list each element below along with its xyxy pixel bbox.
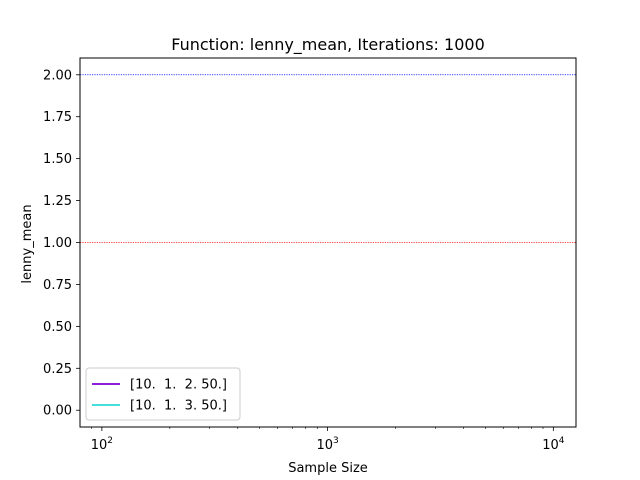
y-tick-label-0: 0.00	[43, 404, 72, 419]
y-tick-label-4: 1.00	[43, 236, 72, 251]
chart-title: Function: lenny_mean, Iterations: 1000	[171, 35, 485, 55]
legend-box	[85, 367, 241, 421]
y-tick-label-2: 0.50	[43, 320, 72, 335]
x-tick-label-1: 103	[316, 436, 338, 453]
plot-area: 0.00 0.25 0.50 0.75 1.00 1.25 1.50 1.75 2.00 102 1…	[43, 57, 577, 453]
x-tick-label-0: 102	[91, 436, 113, 453]
y-axis-label: lenny_mean	[20, 204, 35, 283]
legend-label-0: [10. 1. 2. 50.]	[130, 378, 227, 393]
y-tick-label-7: 1.75	[43, 110, 72, 125]
x-axis-label: Sample Size	[288, 461, 368, 476]
y-tick-label-6: 1.50	[43, 152, 72, 167]
legend-label-1: [10. 1. 3. 50.]	[130, 399, 227, 414]
y-tick-label-3: 0.75	[43, 278, 72, 293]
y-tick-label-8: 2.00	[43, 68, 72, 83]
x-tick-label-2: 104	[542, 436, 565, 453]
y-tick-label-5: 1.25	[43, 194, 72, 209]
y-tick-label-1: 0.25	[43, 362, 72, 377]
